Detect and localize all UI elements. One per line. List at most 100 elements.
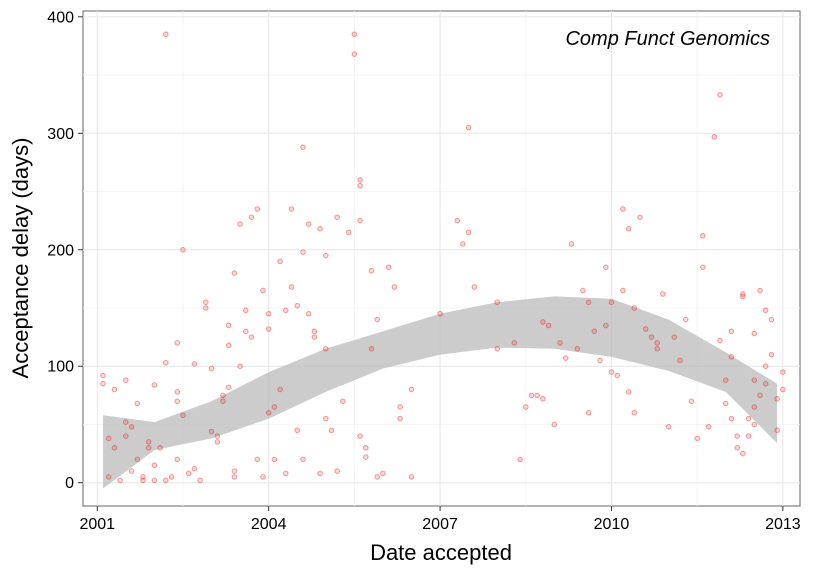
data-point bbox=[265, 326, 272, 332]
data-point bbox=[368, 267, 375, 274]
data-point bbox=[540, 319, 546, 325]
data-point bbox=[208, 365, 215, 372]
data-point bbox=[728, 415, 735, 422]
data-point bbox=[237, 363, 243, 369]
data-point bbox=[357, 177, 363, 183]
data-point bbox=[631, 305, 638, 311]
data-point bbox=[134, 456, 141, 463]
data-point bbox=[208, 428, 215, 435]
data-point bbox=[722, 377, 729, 383]
data-point bbox=[768, 351, 775, 358]
data-point bbox=[551, 421, 558, 428]
data-point bbox=[231, 474, 238, 480]
data-point bbox=[397, 415, 403, 422]
data-point bbox=[751, 377, 758, 383]
data-point bbox=[340, 398, 346, 404]
data-point bbox=[465, 229, 472, 236]
y-tick-label: 300 bbox=[47, 126, 74, 143]
data-point bbox=[460, 241, 466, 247]
data-point bbox=[363, 454, 369, 460]
annotation-label: Comp Funct Genomics bbox=[565, 28, 770, 50]
data-point bbox=[751, 330, 758, 337]
data-point bbox=[780, 386, 786, 393]
data-point bbox=[145, 439, 152, 445]
data-point bbox=[608, 369, 615, 375]
y-axis-ticks: 0 100 200 300 400 bbox=[47, 9, 83, 492]
data-point bbox=[740, 450, 746, 457]
data-point bbox=[751, 421, 758, 428]
data-point bbox=[671, 334, 678, 340]
data-point bbox=[368, 346, 375, 352]
data-point bbox=[100, 380, 106, 387]
data-point bbox=[260, 287, 266, 294]
data-point bbox=[511, 340, 518, 346]
data-point bbox=[557, 340, 563, 346]
data-point bbox=[408, 474, 415, 480]
data-point bbox=[717, 337, 723, 344]
data-point bbox=[642, 326, 649, 332]
data-point bbox=[762, 307, 769, 314]
data-point bbox=[288, 284, 295, 290]
data-point bbox=[580, 287, 586, 294]
data-point bbox=[711, 134, 718, 140]
data-point bbox=[163, 477, 169, 484]
data-point bbox=[317, 470, 323, 477]
data-point bbox=[323, 415, 329, 422]
data-point bbox=[191, 361, 198, 367]
x-axis-ticks: 2001 2004 2007 2010 2013 bbox=[79, 506, 801, 533]
data-point bbox=[220, 392, 226, 399]
data-point bbox=[271, 404, 278, 410]
data-point bbox=[351, 51, 358, 57]
data-point bbox=[751, 404, 758, 410]
data-point bbox=[214, 433, 221, 439]
data-point bbox=[248, 334, 255, 340]
data-point bbox=[637, 214, 643, 220]
data-point bbox=[677, 357, 683, 364]
data-point bbox=[374, 316, 380, 323]
x-tick-label: 2001 bbox=[79, 516, 115, 533]
data-point bbox=[397, 404, 403, 410]
data-point bbox=[151, 382, 158, 388]
data-point bbox=[317, 226, 323, 232]
data-point bbox=[574, 346, 580, 352]
x-tick-label: 2007 bbox=[422, 516, 458, 533]
data-point bbox=[128, 468, 135, 474]
data-point bbox=[134, 400, 141, 407]
data-point bbox=[300, 249, 306, 255]
data-point bbox=[225, 322, 232, 329]
data-point bbox=[140, 477, 146, 484]
data-point bbox=[231, 468, 238, 474]
data-point bbox=[740, 293, 746, 300]
data-point bbox=[780, 369, 786, 375]
data-point bbox=[283, 470, 289, 477]
data-point bbox=[254, 206, 261, 212]
data-point bbox=[465, 124, 472, 131]
confidence-band bbox=[103, 296, 778, 489]
y-tick-label: 0 bbox=[65, 475, 74, 492]
data-point bbox=[774, 396, 780, 402]
data-point bbox=[745, 433, 752, 439]
data-point bbox=[328, 427, 335, 434]
data-point bbox=[180, 412, 186, 418]
data-point bbox=[437, 311, 443, 317]
data-point bbox=[254, 456, 261, 463]
data-point bbox=[762, 363, 769, 369]
data-point bbox=[248, 214, 255, 220]
data-point bbox=[214, 439, 221, 445]
y-axis-title: Acceptance delay (days) bbox=[8, 138, 33, 379]
data-point bbox=[123, 377, 129, 383]
data-point bbox=[260, 474, 266, 480]
data-point bbox=[140, 474, 146, 480]
data-point bbox=[705, 424, 712, 430]
data-point bbox=[283, 307, 289, 314]
data-point bbox=[380, 470, 386, 477]
data-point bbox=[117, 477, 123, 484]
y-tick-label: 200 bbox=[47, 242, 74, 259]
data-point bbox=[540, 396, 546, 402]
data-point bbox=[528, 392, 535, 399]
data-point bbox=[168, 474, 175, 480]
data-point bbox=[660, 291, 666, 297]
data-point bbox=[351, 31, 358, 38]
data-point bbox=[768, 316, 775, 323]
x-tick-label: 2010 bbox=[594, 516, 630, 533]
